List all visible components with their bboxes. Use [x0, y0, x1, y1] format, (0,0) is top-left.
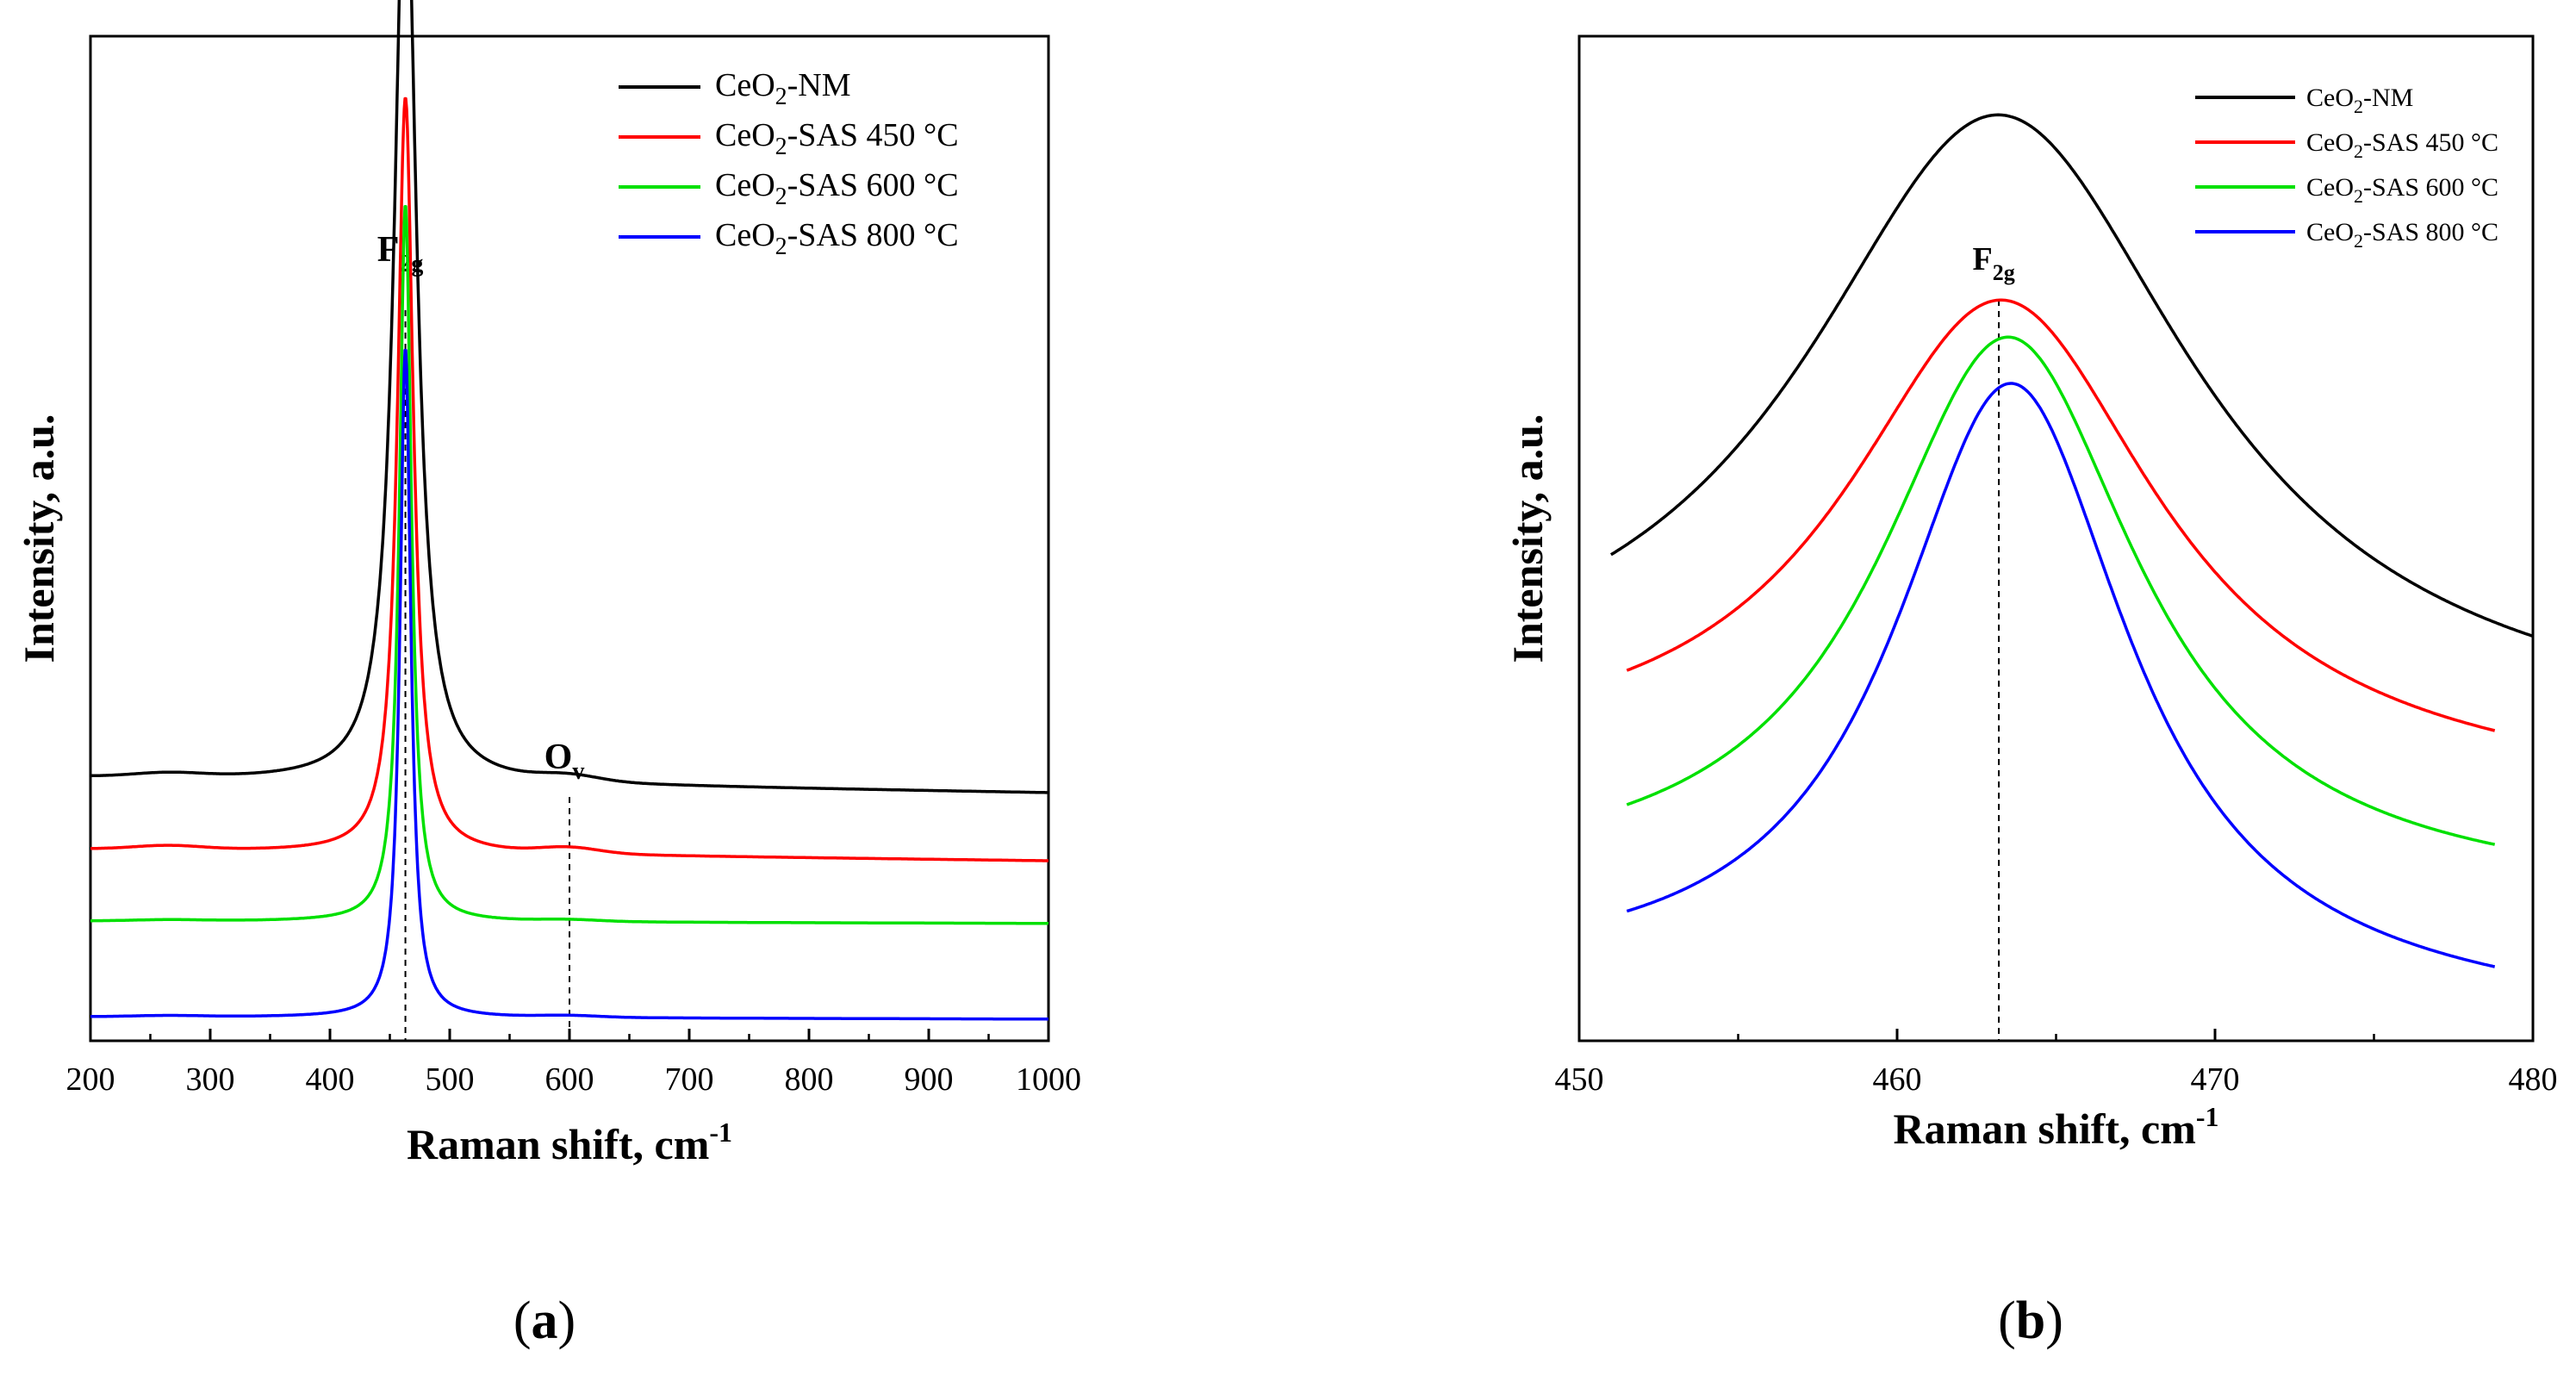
- legend-sub: 2: [2354, 230, 2363, 252]
- panel-label-paren: (: [1998, 1292, 2016, 1350]
- legend-sub: 2: [775, 233, 787, 260]
- x-axis-title: Raman shift, cm-1: [1893, 1101, 2218, 1153]
- x-tick-label: 800: [785, 1061, 834, 1098]
- x-tick-label: 500: [426, 1061, 475, 1098]
- series-line: [90, 0, 1049, 794]
- legend-entry: CeO2-NM: [715, 67, 851, 110]
- x-tick-label: 450: [1555, 1061, 1604, 1098]
- panel-b: 450 460 470 480 Raman shift, cm-1 Intensity, …: [1503, 34, 2558, 1350]
- legend-sub: 2: [775, 134, 787, 160]
- annotation-main: F: [1972, 241, 1992, 277]
- legend-text: CeO: [2306, 84, 2354, 112]
- x-axis-title-text: Raman shift, cm: [1893, 1105, 2195, 1153]
- legend-text: CeO: [715, 167, 775, 203]
- legend-text: CeO: [715, 217, 775, 253]
- legend-text: CeO: [715, 117, 775, 153]
- x-axis-title: Raman shift, cm-1: [407, 1117, 732, 1168]
- legend-text: -SAS 800 °C: [2363, 218, 2498, 246]
- legend-sub: 2: [2354, 185, 2363, 207]
- x-axis-title-sup: -1: [709, 1117, 732, 1148]
- legend-sub: 2: [775, 184, 787, 210]
- legend-entry: CeO2-SAS 450 °C: [2306, 128, 2498, 162]
- x-tick-label: 200: [66, 1061, 115, 1098]
- x-tick-label: 460: [1873, 1061, 1922, 1098]
- legend-entry: CeO2-SAS 800 °C: [715, 217, 959, 260]
- legend-text: -SAS 450 °C: [2363, 128, 2498, 157]
- x-axis-title-text: Raman shift, cm: [407, 1120, 709, 1168]
- annotation-label: Ov: [544, 738, 585, 785]
- legend-text: -SAS 600 °C: [787, 167, 959, 203]
- legend-sub: 2: [775, 84, 787, 110]
- legend-entry: CeO2-SAS 600 °C: [715, 167, 959, 210]
- y-axis-title: Intensity, a.u.: [15, 414, 63, 663]
- legend-text: -NM: [787, 67, 851, 103]
- series-line: [1626, 335, 2496, 846]
- series-line: [1626, 298, 2496, 732]
- annotation-sub: v: [572, 758, 584, 785]
- legend-text: CeO: [2306, 218, 2354, 246]
- panel-label-paren: ): [558, 1292, 576, 1350]
- legend-entry: CeO2-SAS 450 °C: [715, 117, 959, 160]
- legend-text: -SAS 600 °C: [2363, 173, 2498, 202]
- legend-text: CeO: [2306, 173, 2354, 202]
- panel-label: (b): [1998, 1292, 2063, 1350]
- legend-text: -SAS 450 °C: [787, 117, 959, 153]
- panel-label-paren: ): [2045, 1292, 2063, 1350]
- series-line: [90, 348, 1049, 1021]
- y-axis-title: Intensity, a.u.: [1503, 414, 1552, 663]
- annotation-main: F: [377, 230, 400, 270]
- legend-text: CeO: [715, 67, 775, 103]
- x-axis-title-sup: -1: [2196, 1101, 2219, 1132]
- x-tick-label: 300: [186, 1061, 235, 1098]
- panel-label-letter: b: [2016, 1292, 2045, 1350]
- series-line: [1609, 113, 2534, 638]
- x-tick-label: 1000: [1016, 1061, 1081, 1098]
- series-line: [90, 205, 1049, 925]
- panel-label-letter: a: [532, 1292, 558, 1350]
- x-tick-label: 900: [905, 1061, 954, 1098]
- legend-text: -SAS 800 °C: [787, 217, 959, 253]
- legend-text: -NM: [2363, 84, 2413, 112]
- legend-entry: CeO2-SAS 600 °C: [2306, 173, 2498, 207]
- x-tick-label: 480: [2509, 1061, 2558, 1098]
- x-tick-label: 700: [665, 1061, 714, 1098]
- legend-entry: CeO2-NM: [2306, 84, 2413, 117]
- x-tick-label: 600: [545, 1061, 594, 1098]
- series-line: [90, 96, 1049, 862]
- x-tick-label: 400: [306, 1061, 355, 1098]
- panel-label: (a): [513, 1292, 576, 1350]
- series-line: [1626, 382, 2496, 968]
- x-tick-label: 470: [2191, 1061, 2240, 1098]
- panel-label-paren: (: [513, 1292, 532, 1350]
- panel-a: 200 300 400 500 600 700 800 900 1000 Raman shift,…: [15, 0, 1081, 1350]
- legend-sub: 2: [2354, 96, 2363, 117]
- legend-text: CeO: [2306, 128, 2354, 157]
- annotation-label: F2g: [1972, 241, 2014, 285]
- legend-sub: 2: [2354, 140, 2363, 162]
- legend-entry: CeO2-SAS 800 °C: [2306, 218, 2498, 252]
- annotation-main: O: [544, 738, 573, 777]
- annotation-sub: 2g: [1993, 260, 2015, 285]
